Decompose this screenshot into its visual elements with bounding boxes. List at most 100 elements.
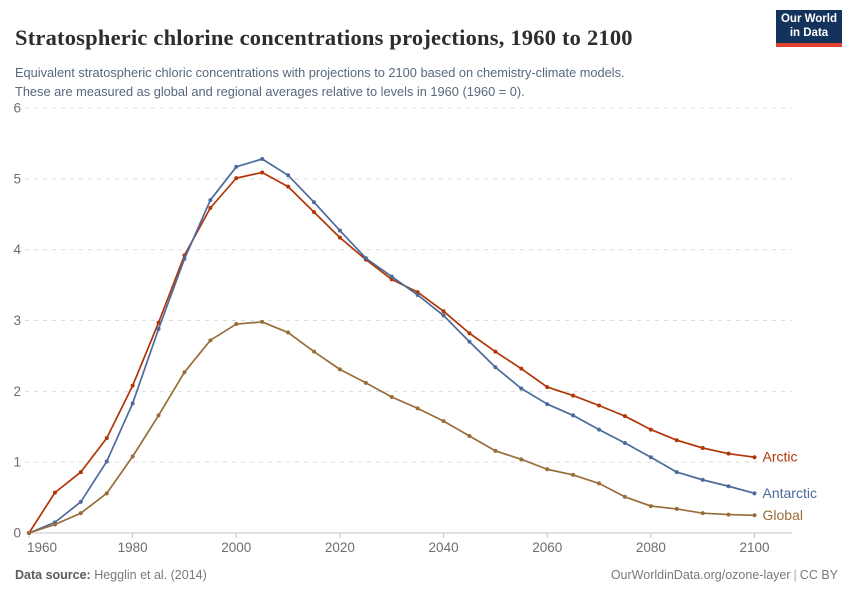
series-point-arctic[interactable] <box>597 403 602 408</box>
series-point-global[interactable] <box>130 454 135 459</box>
series-point-arctic[interactable] <box>493 349 498 354</box>
series-point-antarctic[interactable] <box>130 401 135 406</box>
series-point-arctic[interactable] <box>337 235 342 240</box>
series-point-global[interactable] <box>622 494 627 499</box>
series-point-antarctic[interactable] <box>700 477 705 482</box>
data-source: Data source: Hegglin et al. (2014) <box>15 568 207 582</box>
series-point-global[interactable] <box>389 395 394 399</box>
license-label[interactable]: CC BY <box>799 568 838 582</box>
series-end-label-global[interactable]: Global <box>763 507 803 523</box>
series-point-arctic[interactable] <box>234 176 239 181</box>
series-point-global[interactable] <box>27 531 31 535</box>
series-point-global[interactable] <box>78 511 83 516</box>
series-point-arctic[interactable] <box>104 436 109 441</box>
series-end-label-antarctic[interactable]: Antarctic <box>763 485 817 501</box>
series-point-arctic[interactable] <box>674 438 679 443</box>
x-tick-label-2080: 2080 <box>636 540 666 555</box>
series-point-global[interactable] <box>337 367 342 372</box>
y-tick-label-2: 2 <box>13 384 21 399</box>
series-point-antarctic[interactable] <box>415 293 420 297</box>
x-tick-label-2040: 2040 <box>429 540 459 555</box>
series-point-global[interactable] <box>752 513 757 518</box>
series-point-arctic[interactable] <box>622 414 627 419</box>
series-point-global[interactable] <box>208 338 213 343</box>
series-point-arctic[interactable] <box>130 383 135 388</box>
series-point-arctic[interactable] <box>441 309 446 314</box>
series-point-antarctic[interactable] <box>752 491 757 496</box>
owid-logo[interactable]: Our World in Data <box>776 10 842 47</box>
series-end-label-arctic[interactable]: Arctic <box>763 449 798 465</box>
series-point-arctic[interactable] <box>726 451 731 456</box>
series-point-global[interactable] <box>493 448 498 453</box>
series-point-arctic[interactable] <box>519 366 524 371</box>
series-point-antarctic[interactable] <box>260 157 265 161</box>
series-point-global[interactable] <box>156 413 161 418</box>
series-point-arctic[interactable] <box>415 290 420 295</box>
subtitle-line-2: These are measured as global and regiona… <box>15 83 525 99</box>
series-point-antarctic[interactable] <box>208 198 213 203</box>
series-point-arctic[interactable] <box>700 446 705 450</box>
series-point-antarctic[interactable] <box>726 484 731 489</box>
series-point-antarctic[interactable] <box>674 470 679 475</box>
series-point-arctic[interactable] <box>208 205 213 210</box>
series-point-global[interactable] <box>286 330 291 335</box>
series-point-arctic[interactable] <box>312 210 317 215</box>
series-point-antarctic[interactable] <box>156 327 161 331</box>
series-point-antarctic[interactable] <box>597 427 602 432</box>
series-point-antarctic[interactable] <box>441 313 446 318</box>
series-point-global[interactable] <box>700 511 705 516</box>
owid-link[interactable]: OurWorldinData.org/ozone-layer <box>610 568 791 582</box>
series-point-antarctic[interactable] <box>363 256 368 261</box>
series-point-global[interactable] <box>52 522 57 527</box>
y-tick-label-6: 6 <box>13 101 21 116</box>
series-point-antarctic[interactable] <box>493 365 498 370</box>
series-point-antarctic[interactable] <box>312 200 317 205</box>
series-point-global[interactable] <box>260 319 265 324</box>
series-point-arctic[interactable] <box>389 277 394 282</box>
series-point-arctic[interactable] <box>286 184 291 189</box>
series-point-global[interactable] <box>571 472 576 477</box>
series-point-antarctic[interactable] <box>78 499 83 504</box>
series-point-antarctic[interactable] <box>337 228 342 233</box>
series-point-global[interactable] <box>467 433 472 438</box>
series-point-global[interactable] <box>519 457 524 462</box>
y-tick-label-5: 5 <box>13 171 21 186</box>
series-point-antarctic[interactable] <box>545 402 550 407</box>
series-point-antarctic[interactable] <box>467 339 472 344</box>
series-point-antarctic[interactable] <box>104 459 109 464</box>
series-point-global[interactable] <box>182 370 187 375</box>
series-line-arctic[interactable] <box>28 171 756 534</box>
data-source-value: Hegglin et al. (2014) <box>90 568 207 582</box>
series-point-arctic[interactable] <box>78 470 83 475</box>
series-point-global[interactable] <box>363 380 368 385</box>
series-point-arctic[interactable] <box>545 385 550 390</box>
series-point-antarctic[interactable] <box>389 274 394 279</box>
y-tick-label-4: 4 <box>13 242 21 257</box>
series-point-global[interactable] <box>648 504 653 509</box>
series-point-antarctic[interactable] <box>571 413 576 418</box>
series-point-arctic[interactable] <box>260 170 265 175</box>
series-point-global[interactable] <box>441 419 446 424</box>
series-point-antarctic[interactable] <box>182 256 187 261</box>
series-point-arctic[interactable] <box>467 331 472 336</box>
series-point-global[interactable] <box>674 506 679 511</box>
series-point-global[interactable] <box>597 481 602 486</box>
series-point-arctic[interactable] <box>648 427 653 432</box>
series-point-global[interactable] <box>104 491 109 496</box>
series-point-global[interactable] <box>312 349 317 354</box>
series-point-arctic[interactable] <box>752 455 757 460</box>
series-point-antarctic[interactable] <box>622 441 627 446</box>
series-point-antarctic[interactable] <box>234 164 239 169</box>
series-point-global[interactable] <box>726 512 731 517</box>
series-point-arctic[interactable] <box>52 490 57 495</box>
series-line-antarctic[interactable] <box>28 158 756 534</box>
x-tick-label-2000: 2000 <box>221 540 251 555</box>
series-point-global[interactable] <box>234 322 239 327</box>
series-point-arctic[interactable] <box>571 393 576 398</box>
series-point-arctic[interactable] <box>156 320 161 325</box>
series-point-antarctic[interactable] <box>648 455 653 460</box>
series-point-global[interactable] <box>545 467 550 472</box>
series-point-antarctic[interactable] <box>519 386 524 391</box>
series-point-global[interactable] <box>415 406 420 411</box>
series-point-antarctic[interactable] <box>286 173 291 178</box>
